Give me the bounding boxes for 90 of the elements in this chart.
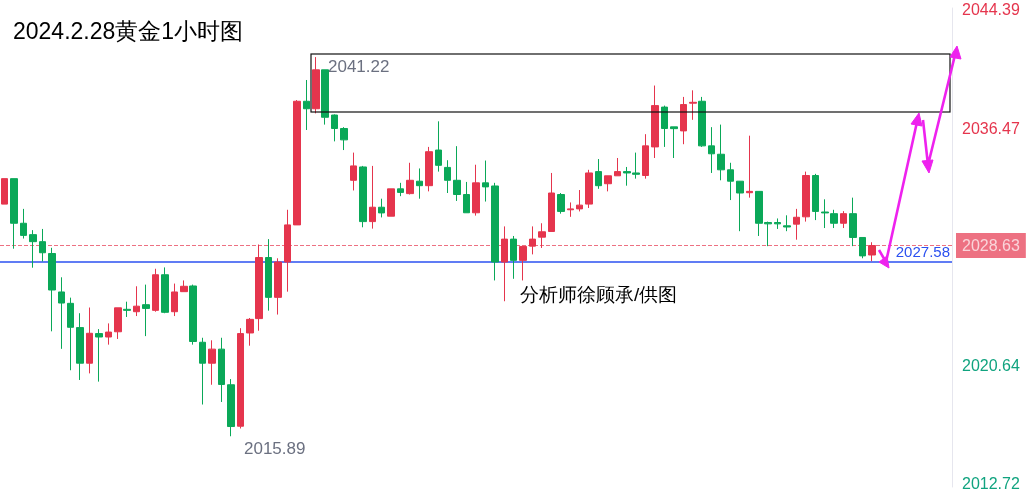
candlestick <box>76 312 84 381</box>
candlestick <box>585 169 593 209</box>
candlestick <box>472 164 480 217</box>
candlestick <box>95 328 103 383</box>
candlestick <box>482 160 489 203</box>
candlestick <box>406 162 414 196</box>
candlestick <box>274 257 282 316</box>
annotation: 分析师徐顾承/供图 <box>520 284 678 305</box>
candlestick <box>416 167 423 200</box>
candlestick <box>614 157 621 177</box>
candlestick <box>548 172 555 232</box>
candlestick <box>321 69 329 126</box>
candlestick <box>20 208 27 240</box>
candlestick <box>171 283 178 317</box>
candlestick <box>491 182 499 281</box>
candlestick <box>350 152 357 191</box>
candlestick <box>29 229 37 269</box>
candlestick <box>246 317 254 347</box>
candlestick <box>463 181 470 214</box>
candlestick <box>680 96 687 145</box>
candlestick <box>114 307 122 340</box>
candlestick <box>642 133 649 180</box>
candlestick <box>708 126 715 174</box>
candlestick <box>444 159 451 194</box>
candlestick <box>227 378 235 437</box>
candlestick <box>142 284 150 337</box>
candlestick <box>397 182 404 197</box>
candlestick <box>840 210 847 229</box>
y-tick-label: 2012.72 <box>962 475 1020 493</box>
candlestick <box>359 165 367 228</box>
candlestick <box>303 79 310 131</box>
y-tick-label: 2020.64 <box>962 356 1020 374</box>
candlestick <box>152 268 159 313</box>
candlestick <box>293 99 301 226</box>
candlestick <box>859 236 866 259</box>
candlestick <box>208 339 216 386</box>
candlestick <box>105 322 112 346</box>
candlestick <box>783 214 791 232</box>
chart-title: 2024.2.28黄金1小时图 <box>13 17 244 44</box>
annotation: 2041.22 <box>328 57 390 76</box>
candlestick <box>67 297 74 371</box>
ref-line-label: 2028.63 <box>962 237 1020 255</box>
candlestick <box>453 145 461 202</box>
candlestick <box>661 105 668 148</box>
candlestick <box>802 171 810 223</box>
candlestick <box>86 307 93 374</box>
candlestick <box>58 276 65 350</box>
y-tick-label: 2036.47 <box>962 119 1020 137</box>
candlestick <box>199 337 206 406</box>
candlestick <box>604 175 612 192</box>
candlestick <box>812 173 819 221</box>
candlestick <box>39 228 46 262</box>
annotation: 2015.89 <box>244 439 306 458</box>
candlestick <box>595 158 602 190</box>
candlestick <box>736 180 744 232</box>
candlestick <box>1 178 8 205</box>
candlestick <box>237 327 244 429</box>
candlestick <box>567 201 574 218</box>
candlestick <box>369 165 376 230</box>
candlestick <box>133 285 140 317</box>
candlestick <box>378 198 385 218</box>
candlestick <box>331 113 338 142</box>
candlestick <box>189 284 197 346</box>
candlestick <box>123 301 131 318</box>
candlestick <box>435 120 442 173</box>
candlestick <box>746 135 753 199</box>
candlestick <box>651 85 659 159</box>
candlestick <box>717 124 725 181</box>
candlestick <box>670 126 678 159</box>
candlestick <box>510 235 517 280</box>
candlestick <box>689 89 697 121</box>
candlestick <box>425 146 433 192</box>
candlestick <box>849 197 857 247</box>
candlestick <box>180 279 188 293</box>
candlestick <box>312 56 320 114</box>
candlestick <box>793 208 800 241</box>
candlestick <box>727 162 734 201</box>
candlestick <box>161 266 169 314</box>
y-tick-label: 2044.39 <box>962 1 1020 19</box>
candlestick <box>10 178 18 250</box>
candlestick <box>218 337 225 403</box>
candlestick <box>387 188 395 217</box>
candlestick <box>265 238 272 312</box>
candlestick <box>48 247 56 332</box>
candlestick <box>340 126 348 151</box>
candlestick <box>557 192 565 215</box>
ref-line-label: 2027.58 <box>895 243 950 261</box>
candlestick <box>698 96 706 148</box>
candlestick <box>774 217 781 230</box>
candlestick <box>576 189 583 212</box>
